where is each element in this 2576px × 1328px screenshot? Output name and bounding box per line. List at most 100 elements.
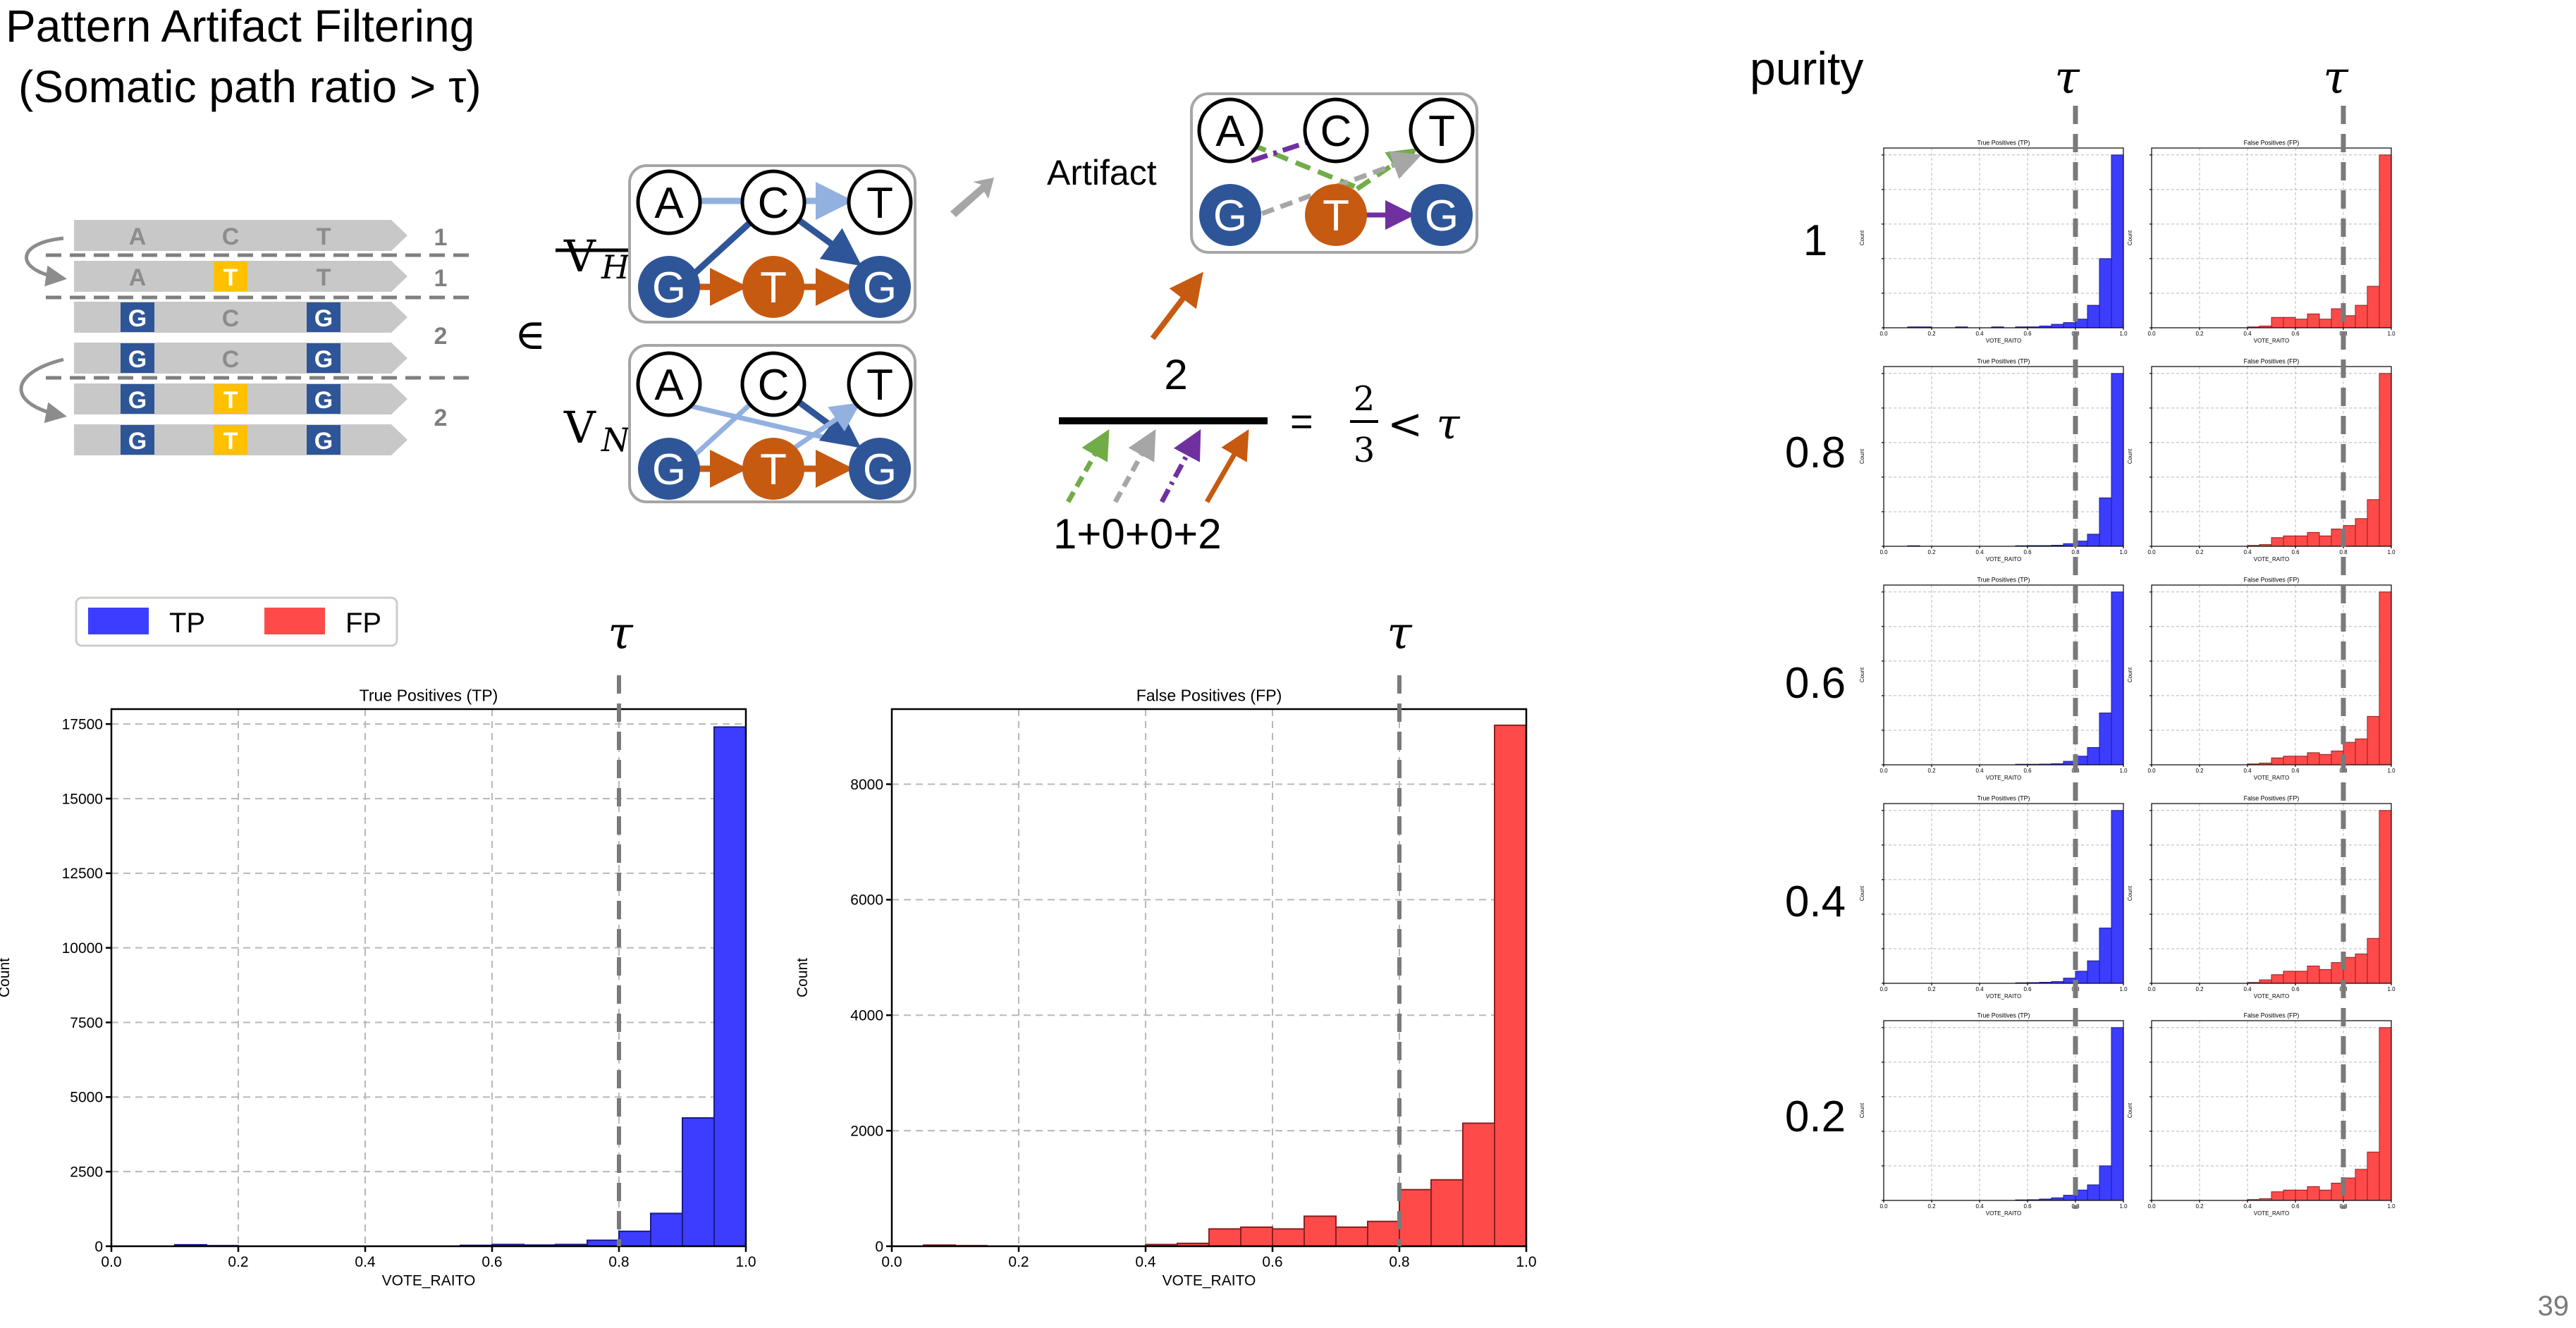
slide-title: Pattern Artifact Filtering (Somatic path… <box>6 0 482 117</box>
graph-node-label: A <box>654 361 684 410</box>
chart-title: True Positives (TP) <box>1977 795 2030 802</box>
legend-tp-label: TP <box>169 608 205 639</box>
main-histograms: 0.0 0.2 0.4 0.6 0.8 1.0 0 2500 5000 7500 10000 1250… <box>0 608 1537 1289</box>
histogram-bar <box>618 1230 651 1248</box>
transition-arrow <box>950 178 994 217</box>
histogram-bar <box>2355 1169 2368 1201</box>
x-tick-label: 0.6 <box>2291 1203 2300 1210</box>
read-cell-highlight <box>214 262 247 291</box>
histogram-bar <box>2367 937 2380 984</box>
y-tick-label: 17500 <box>62 717 103 733</box>
x-tick-label: 1.0 <box>2387 986 2396 992</box>
histogram-bar <box>1240 1226 1273 1248</box>
read-count: 1 <box>434 224 448 251</box>
x-tick-label: 0.2 <box>1927 549 1936 555</box>
chart-title: False Positives (FP) <box>1136 686 1282 704</box>
graph-node <box>740 169 806 235</box>
x-tick-label: 0.4 <box>2243 549 2252 555</box>
y-axis-label: Count <box>2127 230 2133 245</box>
axes-frame <box>1883 366 2124 547</box>
y-tick-label: 8000 <box>850 777 883 793</box>
artifact-output-arrow <box>1150 271 1203 340</box>
graph-node <box>1409 97 1475 164</box>
histogram-bar <box>2379 591 2392 766</box>
graph-node-label: A <box>654 179 684 228</box>
plot-area <box>1884 148 2123 328</box>
x-tick-label: 0.2 <box>2195 986 2204 992</box>
histogram-bar <box>2379 810 2392 984</box>
fraction-numerator: 2 <box>1354 379 1375 419</box>
bars <box>2247 591 2392 766</box>
histogram-bar <box>2283 316 2296 328</box>
read-base: C <box>222 346 240 373</box>
vn-label: V <box>563 402 596 453</box>
plot-area <box>1884 585 2123 765</box>
y-axis-label: Count <box>1859 1102 1865 1118</box>
equals-sign: = <box>1290 399 1313 443</box>
histogram-bar <box>2295 319 2308 328</box>
histogram-bar <box>2111 373 2124 547</box>
read-cell-highlight <box>214 384 247 414</box>
graph-node <box>849 438 911 500</box>
graph-edge <box>795 398 861 448</box>
x-tick-label: 0.0 <box>2147 768 2156 774</box>
read-base: T <box>223 264 238 291</box>
x-tick-label: 0.6 <box>2291 331 2300 337</box>
graph-node <box>849 256 911 318</box>
graph-node-label: G <box>863 264 897 312</box>
title-line-2: (Somatic path ratio > τ) <box>18 61 482 112</box>
read-base: A <box>129 264 147 291</box>
x-tick-label: 0.4 <box>2243 1203 2252 1210</box>
graph-node <box>1197 97 1263 164</box>
x-tick-label: 1.0 <box>2119 549 2128 555</box>
x-tick-label: 0.2 <box>1927 1203 1936 1210</box>
read-base: G <box>314 305 333 332</box>
y-axis-label: Count <box>0 958 13 997</box>
chart-title: False Positives (FP) <box>2244 358 2300 365</box>
x-tick-label: 0.6 <box>2023 331 2032 337</box>
graph-node <box>847 169 913 235</box>
graph-node <box>847 351 913 417</box>
histogram-bar <box>2099 928 2112 984</box>
graph-node <box>1303 97 1369 164</box>
x-axis-label: VOTE_RAITO <box>1986 775 2022 781</box>
bars <box>2015 810 2124 984</box>
x-tick-label: 0.6 <box>2291 549 2300 555</box>
x-tick-label: 1.0 <box>2119 331 2128 337</box>
histogram-bar <box>2319 1189 2332 1201</box>
graph-node-label: C <box>758 179 790 228</box>
graph-node-label: A <box>1215 107 1245 156</box>
read-base: T <box>223 428 238 455</box>
plot-area <box>892 709 1526 1246</box>
histogram-bar <box>2063 322 2076 328</box>
chart-title: True Positives (TP) <box>1977 577 2030 584</box>
chart-title: True Positives (TP) <box>1977 1012 2030 1019</box>
fraction-denominator: 3 <box>1354 431 1375 470</box>
x-tick-label: 0.2 <box>1927 986 1936 992</box>
x-tick-label: 0.4 <box>1975 1203 1984 1210</box>
graph-node-label: T <box>1323 192 1349 240</box>
histogram-bar <box>2063 1195 2076 1201</box>
graph-node-label: C <box>1320 107 1352 156</box>
axes-frame <box>2151 803 2392 984</box>
x-tick-label: 0.2 <box>1927 331 1936 337</box>
axes-frame <box>110 708 747 1248</box>
y-axis-label: Count <box>2127 448 2133 464</box>
histogram-bar <box>2319 969 2332 984</box>
histogram-bar <box>2111 1027 2124 1201</box>
x-axis-label: VOTE_RAITO <box>2254 1210 2290 1217</box>
x-tick-label: 1.0 <box>2119 768 2128 774</box>
read-link-arrow <box>19 357 67 424</box>
y-tick-label: 5000 <box>70 1090 103 1106</box>
histogram-bar <box>1208 1228 1241 1247</box>
plot-area <box>2152 367 2391 546</box>
histogram-bar <box>2295 971 2308 984</box>
x-axis-label: VOTE_RAITO <box>1986 993 2022 1000</box>
x-tick-label: 1.0 <box>2387 768 2396 774</box>
histogram-bar <box>2295 1189 2308 1201</box>
histogram-bar <box>2283 1189 2296 1201</box>
x-tick-label: 0.8 <box>1389 1254 1409 1270</box>
purity-tau-fp: τ <box>2323 52 2349 104</box>
less-than-tau: < τ <box>1387 400 1460 449</box>
